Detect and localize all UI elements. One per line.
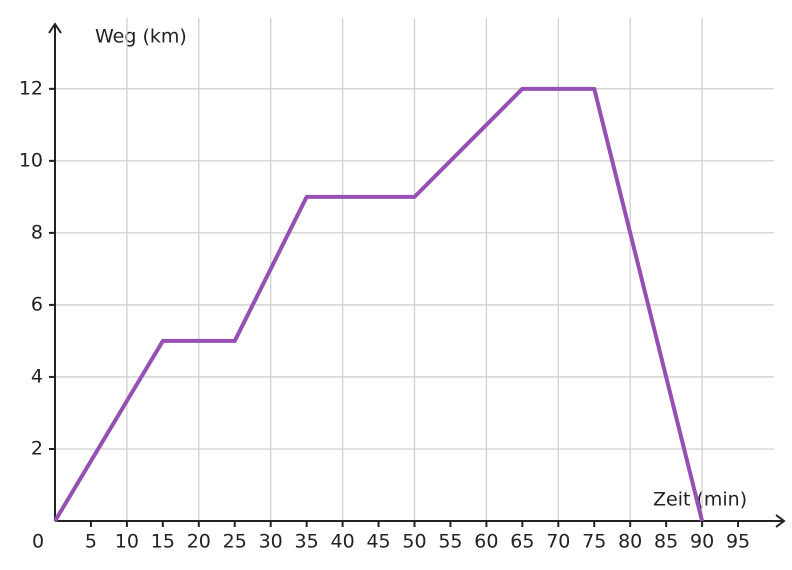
x-tick-label: 10 [115,531,139,553]
plot: 2 4 6 8 10 12 0 5 10 15 20 25 30 35 40 45 50 55 60 65 70 75 80… [19,18,786,553]
x-tick-label: 30 [259,531,283,553]
y-tick-label: 8 [31,221,43,243]
x-tick-label: 45 [366,531,390,553]
x-tick-label: 85 [654,531,678,553]
y-tick-label: 4 [31,365,43,387]
x-tick-label: 35 [295,531,319,553]
x-tick-label: 60 [474,531,498,553]
x-tick-label: 80 [618,531,642,553]
x-tick-label: 75 [582,531,606,553]
x-tick-label: 5 [85,531,97,553]
x-tick-label: 0 [32,531,44,553]
y-axis [48,22,62,521]
x-tick-label: 55 [438,531,462,553]
y-tick-label: 6 [31,293,43,315]
y-tick-label: 12 [19,77,43,99]
x-tick-label: 25 [223,531,247,553]
y-tick-label: 2 [31,437,43,459]
x-axis-label: Zeit (min) [653,489,747,511]
y-tick-label: 10 [19,149,43,171]
x-tick-label: 70 [546,531,570,553]
x-tick-label: 65 [510,531,534,553]
x-tick-label: 20 [187,531,211,553]
y-axis-label: Weg (km) [95,26,187,48]
x-tick-label: 95 [726,531,750,553]
x-tick-label: 40 [331,531,355,553]
data-line [53,86,705,523]
x-tick-label: 90 [690,531,714,553]
x-axis [55,514,786,528]
x-tick-label: 50 [402,531,426,553]
x-tick-label: 15 [151,531,175,553]
